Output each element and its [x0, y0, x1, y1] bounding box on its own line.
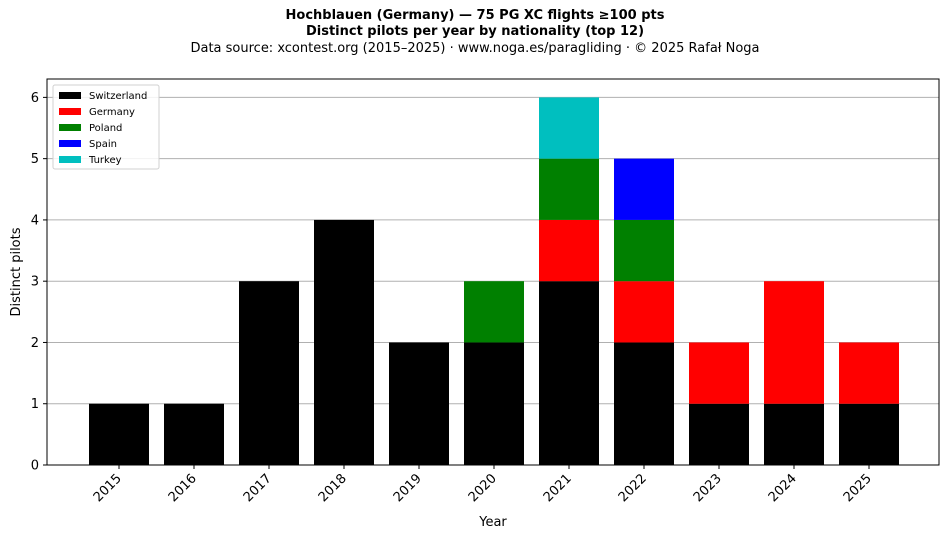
bar-segment	[689, 403, 749, 465]
bar-segment	[314, 219, 374, 465]
y-axis: 0 1 2 3 4 5 6	[31, 91, 47, 474]
x-tick-label: 2019	[391, 471, 425, 505]
title-block: Hochblauen (Germany) — 75 PG XC flights …	[0, 8, 950, 57]
bars	[89, 97, 899, 465]
legend-swatch	[59, 92, 81, 99]
legend-swatch	[59, 156, 81, 163]
legend-label: Poland	[89, 123, 122, 134]
y-tick-label: 3	[31, 275, 39, 290]
x-tick-label: 2018	[316, 471, 350, 505]
y-tick-label: 6	[31, 91, 39, 106]
bar-segment	[614, 158, 674, 220]
legend-swatch	[59, 124, 81, 131]
bar-segment	[389, 342, 449, 465]
plot-frame	[46, 78, 940, 466]
legend-label: Germany	[89, 107, 135, 118]
chart-title: Hochblauen (Germany) — 75 PG XC flights …	[285, 8, 665, 23]
y-tick-label: 1	[31, 397, 39, 412]
source-note: Data source: xcontest.org (2015–2025) · …	[190, 41, 760, 56]
bar-segment	[614, 281, 674, 343]
bar-segment	[539, 158, 599, 220]
bar-segment	[89, 403, 149, 465]
legend-swatch	[59, 108, 81, 115]
bar-segment	[539, 219, 599, 282]
x-tick-label: 2016	[166, 471, 200, 505]
x-tick-label: 2024	[766, 471, 800, 505]
y-axis-label: Distinct pilots	[9, 227, 24, 316]
y-tick-label: 0	[31, 459, 39, 474]
bar-segment	[164, 403, 224, 465]
x-tick-label: 2015	[91, 471, 125, 505]
y-tick-label: 4	[31, 213, 39, 228]
legend-swatch	[59, 140, 81, 147]
bar-segment	[614, 342, 674, 465]
legend-label: Spain	[89, 139, 117, 150]
y-tick-label: 2	[31, 336, 39, 351]
x-tick-label: 2022	[616, 471, 650, 505]
legend-label: Switzerland	[89, 91, 147, 102]
x-axis-label: Year	[478, 515, 507, 530]
chart-subtitle: Distinct pilots per year by nationality …	[305, 24, 645, 39]
bar-segment	[839, 403, 899, 465]
x-tick-label: 2017	[241, 471, 275, 505]
bar-segment	[689, 342, 749, 404]
bar-segment	[239, 281, 299, 465]
x-tick-label: 2021	[541, 471, 575, 505]
bar-segment	[764, 403, 824, 465]
bar-segment	[839, 342, 899, 404]
y-tick-label: 5	[31, 152, 39, 167]
legend: Switzerland Germany Poland Spain Turkey	[52, 84, 160, 170]
x-tick-label: 2025	[841, 471, 875, 505]
bar-segment	[539, 97, 599, 159]
x-axis: 2015 2016 2017 2018 2019 2020 2021 2022 2023 2024…	[91, 465, 875, 505]
bar-segment	[464, 342, 524, 465]
bar-segment	[539, 281, 599, 465]
x-tick-label: 2023	[691, 471, 725, 505]
x-tick-label: 2020	[466, 471, 500, 505]
bar-segment	[764, 281, 824, 404]
legend-label: Turkey	[88, 155, 122, 166]
legend-box	[52, 84, 160, 170]
bar-segment	[614, 219, 674, 282]
bar-segment	[464, 281, 524, 343]
